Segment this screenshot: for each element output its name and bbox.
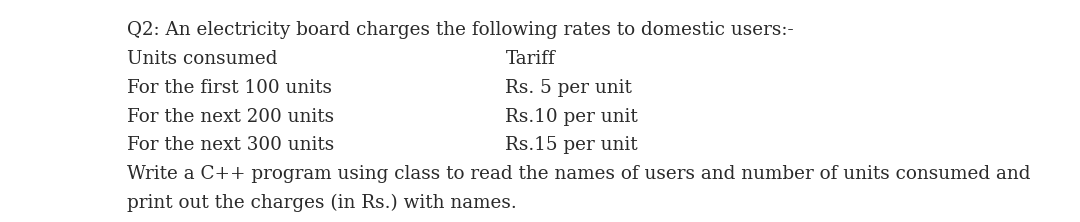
Text: For the first 100 units: For the first 100 units	[127, 79, 333, 97]
Text: print out the charges (in Rs.) with names.: print out the charges (in Rs.) with name…	[127, 194, 517, 212]
Text: Write a C++ program using class to read the names of users and number of units c: Write a C++ program using class to read …	[127, 165, 1031, 183]
Text: Rs.15 per unit: Rs.15 per unit	[505, 136, 638, 155]
Text: For the next 300 units: For the next 300 units	[127, 136, 335, 155]
Text: Rs. 5 per unit: Rs. 5 per unit	[505, 79, 632, 97]
Text: Tariff: Tariff	[505, 50, 555, 68]
Text: For the next 200 units: For the next 200 units	[127, 107, 335, 126]
Text: Rs.10 per unit: Rs.10 per unit	[505, 107, 638, 126]
Text: Units consumed: Units consumed	[127, 50, 278, 68]
Text: Q2: An electricity board charges the following rates to domestic users:-: Q2: An electricity board charges the fol…	[127, 21, 794, 39]
